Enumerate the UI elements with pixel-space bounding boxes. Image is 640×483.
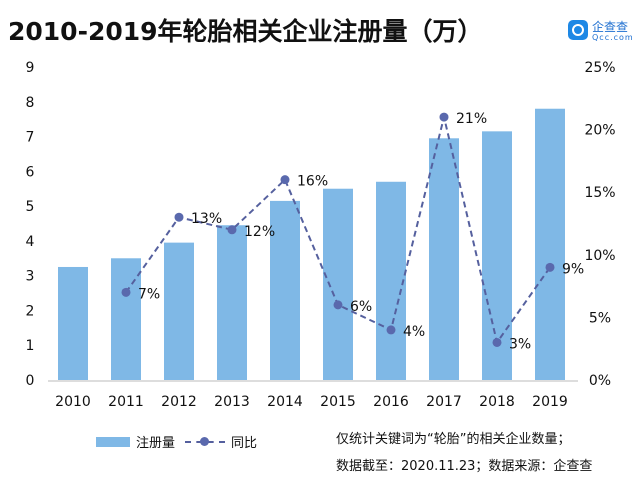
x-tick: 2014 — [267, 394, 303, 410]
note-scope: 仅统计关键词为“轮胎”的相关企业数量； — [336, 432, 571, 447]
logo-name: 企查查 — [592, 20, 629, 34]
y-left-tick: 5 — [26, 199, 35, 215]
x-tick: 2019 — [532, 394, 568, 410]
y-right-tick: 0% — [589, 373, 611, 389]
yoy-point-2012 — [174, 212, 184, 222]
bar-2015 — [323, 188, 353, 380]
y-left-tick: 6 — [26, 164, 35, 180]
y-left-tick: 1 — [26, 338, 35, 354]
legend-bar-label: 注册量 — [136, 436, 176, 451]
bar-2014 — [270, 200, 300, 380]
yoy-point-2018 — [492, 337, 502, 347]
legend-bar-swatch — [96, 436, 130, 447]
x-tick: 2016 — [373, 394, 409, 410]
legend-line-label: 同比 — [231, 436, 258, 451]
yoy-label: 12% — [244, 224, 275, 240]
x-tick: 2015 — [320, 394, 356, 410]
yoy-point-2017 — [439, 112, 449, 122]
y-left-tick: 9 — [26, 60, 35, 76]
note-source: 数据截至：2020.11.23；数据来源：企查查 — [336, 459, 593, 474]
yoy-label: 3% — [509, 336, 531, 352]
yoy-label: 4% — [403, 324, 425, 340]
bar-2010 — [58, 266, 88, 380]
x-tick: 2010 — [55, 394, 91, 410]
x-tick: 2018 — [479, 394, 515, 410]
bar-2017 — [429, 138, 459, 380]
y-right-tick: 15% — [584, 185, 615, 201]
yoy-label: 16% — [297, 174, 328, 190]
yoy-label: 13% — [191, 211, 222, 227]
bar-2016 — [376, 181, 406, 380]
yoy-point-2014 — [280, 175, 290, 185]
y-right-tick: 25% — [584, 60, 615, 76]
yoy-point-2019 — [545, 262, 555, 272]
y-right-tick: 20% — [584, 123, 615, 139]
legend: 注册量 同比 — [96, 432, 257, 451]
y-left-tick: 4 — [26, 234, 35, 250]
bar-2011 — [111, 258, 141, 380]
y-left-tick: 3 — [26, 269, 35, 285]
yoy-label: 21% — [456, 111, 487, 127]
x-tick: 2013 — [214, 394, 250, 410]
legend-line-swatch — [185, 436, 226, 448]
y-right-tick: 10% — [584, 248, 615, 264]
y-left-tick: 0 — [26, 373, 35, 389]
y-right-tick: 5% — [589, 310, 611, 326]
y-left-tick: 2 — [26, 303, 35, 319]
x-tick: 2017 — [426, 394, 462, 410]
logo-domain: Qcc.com — [592, 33, 634, 42]
yoy-point-2015 — [333, 300, 343, 310]
y-left-tick: 8 — [26, 95, 35, 111]
yoy-point-2013 — [227, 225, 237, 235]
x-tick: 2012 — [161, 394, 197, 410]
yoy-label: 9% — [562, 261, 584, 277]
bar-2013 — [217, 225, 247, 380]
yoy-point-2011 — [121, 287, 131, 297]
chart-title: 2010-2019年轮胎相关企业注册量（万） — [8, 17, 483, 46]
qcc-logo: 企查查 Qcc.com — [568, 18, 638, 46]
x-tick: 2011 — [108, 394, 144, 410]
bar-2019 — [535, 108, 565, 380]
logo-icon — [568, 20, 588, 40]
yoy-point-2016 — [386, 325, 396, 335]
yoy-label: 6% — [350, 299, 372, 315]
yoy-label: 7% — [138, 286, 160, 302]
bar-2012 — [164, 242, 194, 380]
y-left-tick: 7 — [26, 130, 35, 146]
